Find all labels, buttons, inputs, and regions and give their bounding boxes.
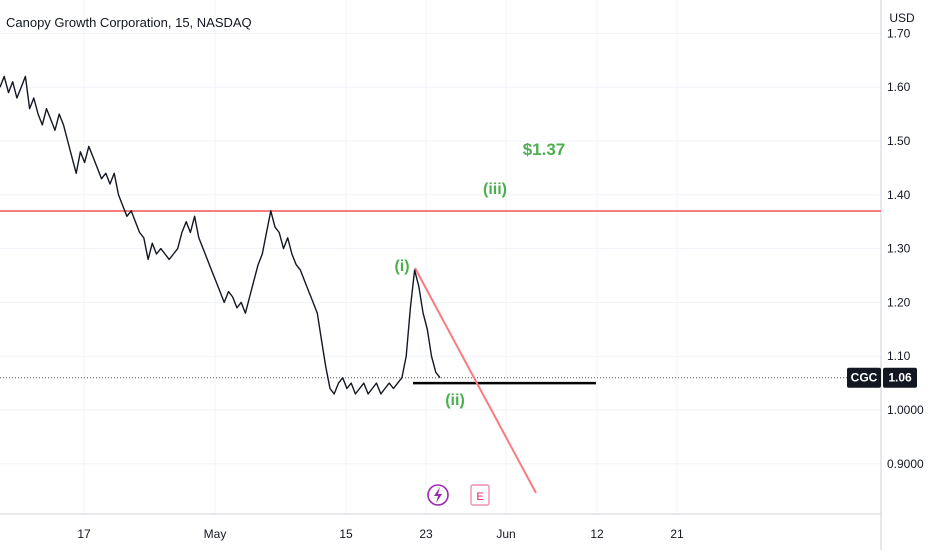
chart-title: Canopy Growth Corporation, 15, NASDAQ	[6, 15, 252, 30]
earnings-marker-label: E	[476, 491, 483, 503]
annotation-wave-i: (i)	[394, 258, 409, 275]
trend-line[interactable]	[414, 267, 537, 494]
x-tick-label: 12	[590, 527, 604, 541]
y-tick-label: 1.60	[887, 80, 911, 94]
earnings-marker[interactable]: E	[470, 484, 490, 506]
x-tick-label: May	[204, 527, 227, 541]
y-tick-label: 1.40	[887, 188, 911, 202]
currency-label: USD	[889, 11, 915, 25]
chart-grid	[0, 0, 881, 514]
time-axis[interactable]: 17 May 15 23 Jun 12 21	[77, 527, 684, 541]
y-tick-label: 1.70	[887, 26, 911, 40]
y-tick-label: 0.9000	[887, 457, 924, 471]
horizontal-lines	[0, 209, 881, 385]
y-tick-label: 1.30	[887, 242, 911, 256]
lightning-icon[interactable]	[427, 484, 449, 506]
y-tick-label: 1.10	[887, 349, 911, 363]
y-tick-label: 1.0000	[887, 403, 924, 417]
annotation-target-price: $1.37	[523, 140, 566, 159]
price-axis[interactable]: 1.70 1.60 1.50 1.40 1.30 1.20 1.10 1.0000 0.9000	[887, 26, 924, 470]
x-tick-label: 17	[77, 527, 91, 541]
x-tick-label: 15	[339, 527, 353, 541]
y-tick-label: 1.50	[887, 134, 911, 148]
last-price-value: 1.06	[888, 371, 912, 385]
price-series-line	[0, 75, 441, 395]
last-price-symbol: CGC	[851, 371, 878, 385]
annotation-wave-ii: (ii)	[445, 392, 465, 409]
y-tick-label: 1.20	[887, 295, 911, 309]
x-tick-label: Jun	[496, 527, 515, 541]
annotation-wave-iii: (iii)	[483, 181, 507, 198]
x-tick-label: 23	[419, 527, 433, 541]
x-tick-label: 21	[670, 527, 684, 541]
last-price-tag[interactable]: CGC 1.06	[847, 367, 917, 388]
